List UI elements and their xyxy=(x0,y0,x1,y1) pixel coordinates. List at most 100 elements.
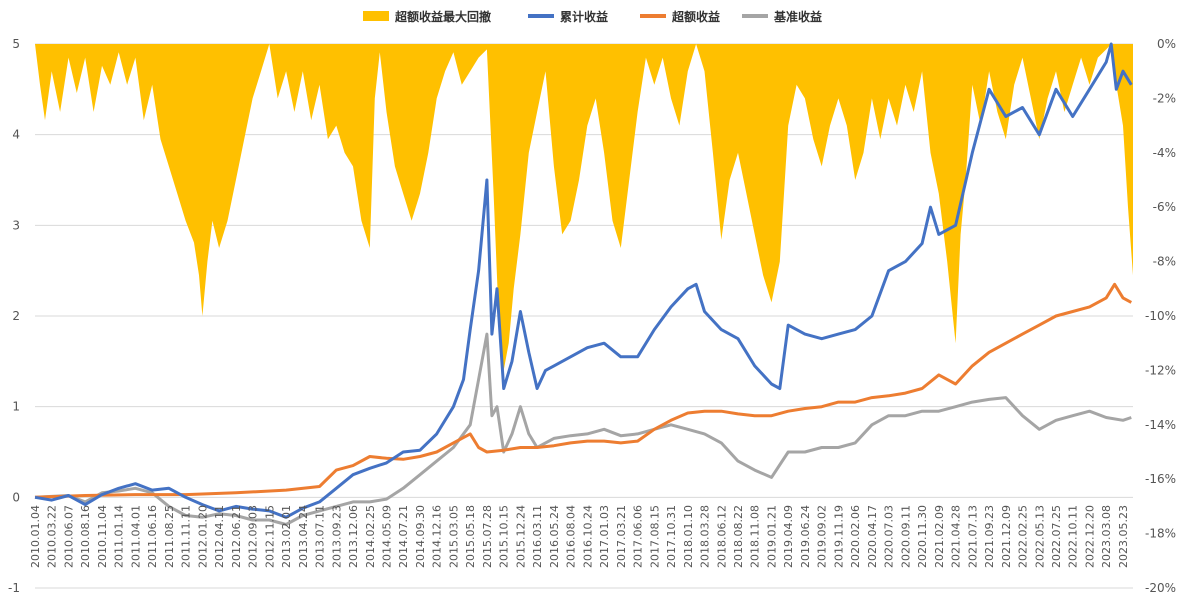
x-axis-tick-label: 2012.09.03 xyxy=(247,505,260,568)
x-axis-tick-label: 2019.04.09 xyxy=(782,505,795,568)
x-axis-tick-label: 2013.04.24 xyxy=(297,505,310,568)
x-axis-tick-label: 2011.01.14 xyxy=(113,505,126,568)
x-axis-tick-label: 2014.05.09 xyxy=(381,505,394,568)
right-axis-tick-label: -16% xyxy=(1145,472,1176,486)
x-axis-tick-label: 2018.08.22 xyxy=(732,505,745,568)
x-axis-tick-label: 2011.06.16 xyxy=(146,505,159,568)
right-axis-tick-label: -6% xyxy=(1153,200,1176,214)
right-axis-tick-label: -10% xyxy=(1145,309,1176,323)
legend-swatch xyxy=(363,11,389,21)
lines-layer xyxy=(34,42,1133,526)
right-axis-tick-label: -20% xyxy=(1145,581,1176,594)
x-axis-tick-label: 2015.12.24 xyxy=(514,505,527,568)
right-axis-tick-label: -4% xyxy=(1153,146,1176,160)
x-axis-tick-label: 2010.01.04 xyxy=(29,505,42,568)
x-axis-tick-label: 2012.11.15 xyxy=(263,505,276,568)
x-axis-tick-label: 2022.10.11 xyxy=(1067,505,1080,568)
left-axis: -1 0 1 2 3 4 5 xyxy=(8,37,20,594)
x-axis-tick-label: 2021.02.09 xyxy=(933,505,946,568)
x-axis-tick-label: 2020.07.03 xyxy=(883,505,896,568)
left-axis-tick-label: -1 xyxy=(8,581,20,594)
x-axis-tick-label: 2014.02.25 xyxy=(364,505,377,568)
x-axis-tick-label: 2012.01.20 xyxy=(196,505,209,568)
x-axis-tick-label: 2017.06.06 xyxy=(632,505,645,568)
x-axis-tick-label: 2017.10.31 xyxy=(665,505,678,568)
x-axis-tick-label: 2013.07.11 xyxy=(314,505,327,568)
x-axis-tick-label: 2010.08.16 xyxy=(79,505,92,568)
x-axis-tick-label: 2013.09.23 xyxy=(330,505,343,568)
x-axis-tick-label: 2015.03.05 xyxy=(447,505,460,568)
x-axis-tick-label: 2016.08.04 xyxy=(565,505,578,568)
drawdown-area-layer xyxy=(35,44,1133,371)
x-axis-tick-label: 2010.06.07 xyxy=(63,505,76,568)
x-axis-tick-label: 2017.08.15 xyxy=(648,505,661,568)
right-axis-tick-label: -18% xyxy=(1145,527,1176,541)
left-axis-tick-label: 4 xyxy=(12,128,20,142)
x-axis-tick-label: 2015.05.18 xyxy=(464,505,477,568)
right-axis-tick-label: 0% xyxy=(1157,37,1176,51)
x-axis-tick-label: 2016.03.11 xyxy=(531,505,544,568)
x-axis-tick-label: 2010.03.22 xyxy=(46,505,59,568)
legend-label: 累计收益 xyxy=(560,9,608,24)
series-line-benchmark xyxy=(34,332,1132,526)
x-axis-tick-label: 2013.12.06 xyxy=(347,505,360,568)
x-axis-tick-label: 2015.10.15 xyxy=(498,505,511,568)
x-axis-tick-label: 2012.06.21 xyxy=(230,505,243,568)
legend-label: 基准收益 xyxy=(773,9,822,24)
x-axis: 2010.01.04 2010.03.22 2010.06.07 2010.08.16… xyxy=(29,505,1130,568)
series-area-drawdown xyxy=(35,44,1133,371)
x-axis-tick-label: 2022.12.20 xyxy=(1084,505,1097,568)
left-axis-tick-label: 2 xyxy=(12,309,20,323)
x-axis-tick-label: 2010.11.04 xyxy=(96,505,109,568)
x-axis-tick-label: 2020.04.17 xyxy=(866,505,879,568)
right-axis-tick-label: -2% xyxy=(1153,91,1176,105)
x-axis-tick-label: 2022.05.13 xyxy=(1033,505,1046,568)
right-axis: -20% -18% -16% -14% -12% -10% -8% -6% -4% -2% 0% xyxy=(1145,37,1176,594)
x-axis-tick-label: 2020.11.30 xyxy=(916,505,929,568)
x-axis-tick-label: 2022.02.25 xyxy=(1017,505,1030,568)
series-line-excess xyxy=(34,282,1133,499)
x-axis-tick-label: 2021.09.23 xyxy=(983,505,996,568)
x-axis-tick-label: 2017.01.03 xyxy=(598,505,611,568)
x-axis-tick-label: 2013.02.01 xyxy=(280,505,293,568)
x-axis-tick-label: 2020.09.11 xyxy=(899,505,912,568)
x-axis-tick-label: 2022.07.25 xyxy=(1050,505,1063,568)
x-axis-tick-label: 2017.03.21 xyxy=(615,505,628,568)
x-axis-tick-label: 2018.03.28 xyxy=(699,505,712,568)
x-axis-tick-label: 2020.02.06 xyxy=(849,505,862,568)
x-axis-tick-label: 2011.04.01 xyxy=(129,505,142,568)
x-axis-tick-label: 2014.12.16 xyxy=(431,505,444,568)
left-axis-tick-label: 1 xyxy=(12,400,20,414)
right-axis-tick-label: -8% xyxy=(1153,255,1176,269)
x-axis-tick-label: 2011.11.11 xyxy=(180,505,193,568)
series-line-cumulative xyxy=(34,42,1133,519)
x-axis-tick-label: 2014.09.30 xyxy=(414,505,427,568)
left-axis-tick-label: 0 xyxy=(12,490,20,504)
x-axis-tick-label: 2021.12.09 xyxy=(1000,505,1013,568)
x-axis-tick-label: 2016.05.24 xyxy=(548,505,561,568)
legend-label: 超额收益最大回撤 xyxy=(394,9,491,24)
x-axis-tick-label: 2018.11.08 xyxy=(749,505,762,568)
right-axis-tick-label: -12% xyxy=(1145,363,1176,377)
x-axis-tick-label: 2014.07.21 xyxy=(397,505,410,568)
right-axis-tick-label: -14% xyxy=(1145,418,1176,432)
x-axis-tick-label: 2016.10.24 xyxy=(581,505,594,568)
x-axis-tick-label: 2015.07.28 xyxy=(481,505,494,568)
x-axis-tick-label: 2023.03.08 xyxy=(1100,505,1113,568)
legend: 超额收益最大回撤 累计收益 超额收益 基准收益 xyxy=(363,9,822,24)
x-axis-tick-label: 2011.08.25 xyxy=(163,505,176,568)
x-axis-tick-label: 2018.06.12 xyxy=(715,505,728,568)
left-axis-tick-label: 5 xyxy=(12,37,20,51)
left-axis-tick-label: 3 xyxy=(12,218,20,232)
legend-label: 超额收益 xyxy=(671,9,720,24)
x-axis-tick-label: 2019.06.24 xyxy=(799,505,812,568)
x-axis-tick-label: 2019.09.02 xyxy=(816,505,829,568)
x-axis-tick-label: 2021.04.28 xyxy=(950,505,963,568)
x-axis-tick-label: 2019.11.19 xyxy=(832,505,845,568)
x-axis-tick-label: 2018.01.10 xyxy=(682,505,695,568)
x-axis-tick-label: 2021.07.13 xyxy=(966,505,979,568)
x-axis-tick-label: 2023.05.23 xyxy=(1117,505,1130,568)
x-axis-tick-label: 2019.01.21 xyxy=(766,505,779,568)
x-axis-tick-label: 2012.04.11 xyxy=(213,505,226,568)
